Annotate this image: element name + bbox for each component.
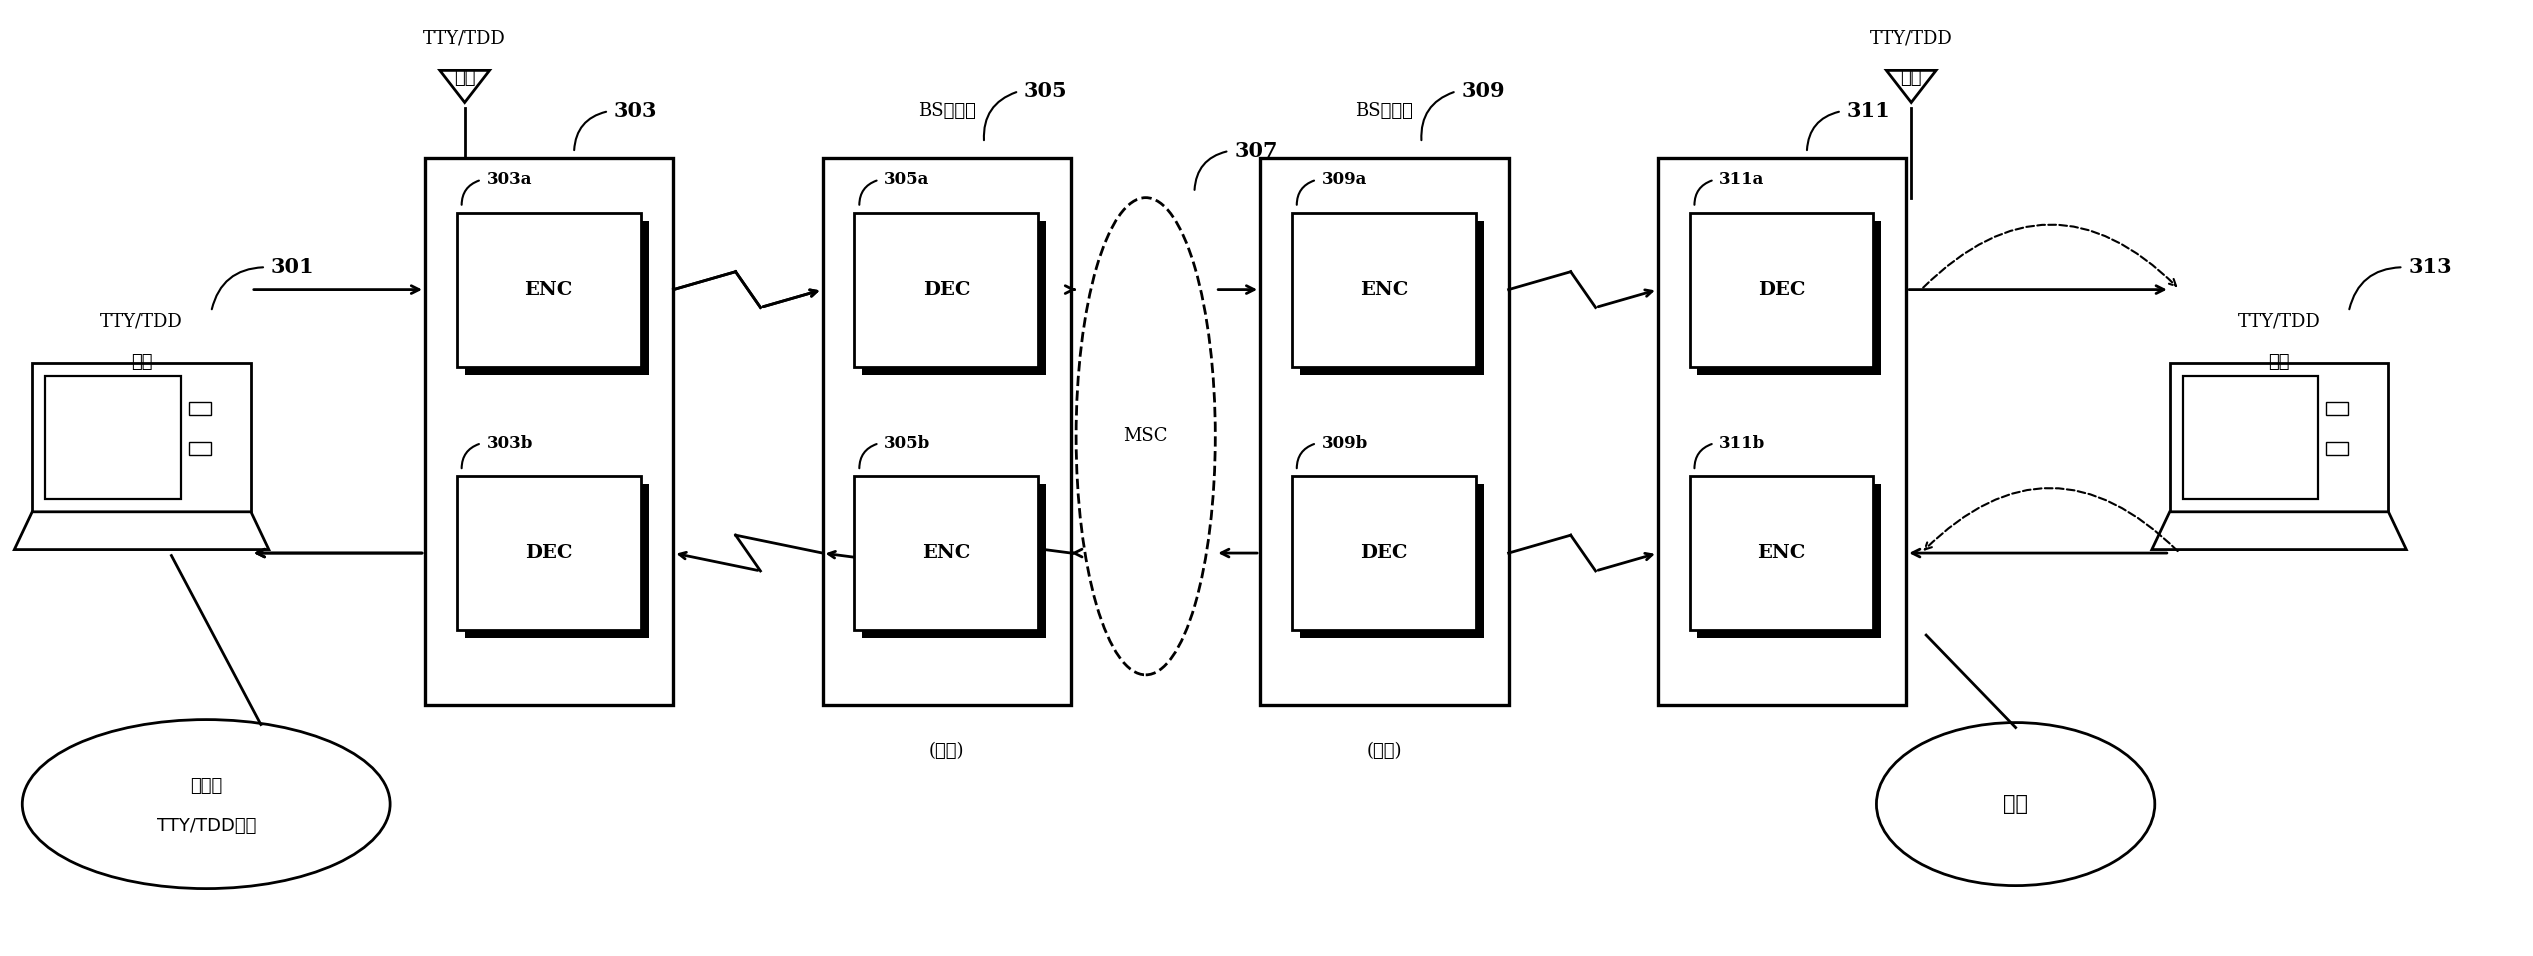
Text: 311a: 311a	[1720, 171, 1766, 188]
Bar	[33, 362, 251, 511]
Text: TTY/TDD: TTY/TDD	[1869, 30, 1953, 48]
Ellipse shape	[1077, 198, 1216, 675]
Bar	[861, 484, 1046, 638]
Bar	[456, 476, 641, 630]
Bar	[46, 376, 180, 499]
Text: 305a: 305a	[884, 171, 930, 188]
Text: TTY/TDD: TTY/TDD	[101, 313, 182, 331]
Bar	[1690, 476, 1874, 630]
Text: ENC: ENC	[1360, 281, 1408, 298]
Text: 305: 305	[1023, 81, 1066, 101]
Polygon shape	[1887, 71, 1935, 102]
Text: DEC: DEC	[1360, 544, 1408, 562]
Text: ENC: ENC	[1758, 544, 1806, 562]
Bar	[464, 484, 648, 638]
Bar	[187, 402, 210, 415]
Text: 装置: 装置	[132, 353, 152, 371]
Text: (转码): (转码)	[930, 743, 965, 760]
Text: 回声: 回声	[2004, 794, 2029, 815]
Bar	[1657, 158, 1907, 705]
Text: MSC: MSC	[1125, 427, 1168, 445]
Text: 装置: 装置	[2270, 353, 2290, 371]
Text: (转码): (转码)	[1368, 743, 1403, 760]
Text: 再现的: 再现的	[190, 777, 223, 795]
Text: BS声码器: BS声码器	[1355, 102, 1413, 120]
Text: 301: 301	[271, 257, 314, 277]
Bar	[1697, 221, 1882, 375]
Text: 311b: 311b	[1720, 435, 1766, 451]
Text: 303: 303	[613, 101, 659, 121]
Text: 电话: 电话	[1900, 70, 1923, 87]
Bar	[2325, 443, 2348, 455]
Bar	[1292, 476, 1477, 630]
Bar	[187, 443, 210, 455]
Bar	[2183, 376, 2318, 499]
Text: ENC: ENC	[922, 544, 970, 562]
Ellipse shape	[1877, 723, 2156, 885]
Text: 电话: 电话	[453, 70, 476, 87]
Text: 309b: 309b	[1322, 435, 1368, 451]
Bar	[1259, 158, 1510, 705]
Text: ENC: ENC	[524, 281, 572, 298]
Bar	[464, 221, 648, 375]
Text: DEC: DEC	[922, 281, 970, 298]
Polygon shape	[441, 71, 489, 102]
Text: BS声码器: BS声码器	[917, 102, 975, 120]
Text: DEC: DEC	[1758, 281, 1806, 298]
Bar	[1292, 212, 1477, 367]
Bar	[2171, 362, 2389, 511]
Bar	[2325, 402, 2348, 415]
Text: 307: 307	[1234, 141, 1277, 161]
Bar	[1690, 212, 1874, 367]
Bar	[861, 221, 1046, 375]
Bar	[854, 212, 1039, 367]
Ellipse shape	[23, 720, 390, 888]
Bar	[1299, 221, 1484, 375]
Text: TTY/TDD文本: TTY/TDD文本	[157, 817, 256, 835]
Text: 303a: 303a	[486, 171, 532, 188]
Bar	[456, 212, 641, 367]
Polygon shape	[15, 511, 268, 550]
Text: 303b: 303b	[486, 435, 532, 451]
Bar	[823, 158, 1071, 705]
Text: 309: 309	[1462, 81, 1505, 101]
Bar	[426, 158, 674, 705]
Text: 305b: 305b	[884, 435, 930, 451]
Bar	[854, 476, 1039, 630]
Bar	[1697, 484, 1882, 638]
Text: TTY/TDD: TTY/TDD	[423, 30, 507, 48]
Bar	[1299, 484, 1484, 638]
Text: 313: 313	[2409, 257, 2452, 277]
Text: 309a: 309a	[1322, 171, 1368, 188]
Text: 311: 311	[1847, 101, 1890, 121]
Polygon shape	[2153, 511, 2406, 550]
Text: TTY/TDD: TTY/TDD	[2237, 313, 2320, 331]
Text: DEC: DEC	[524, 544, 572, 562]
